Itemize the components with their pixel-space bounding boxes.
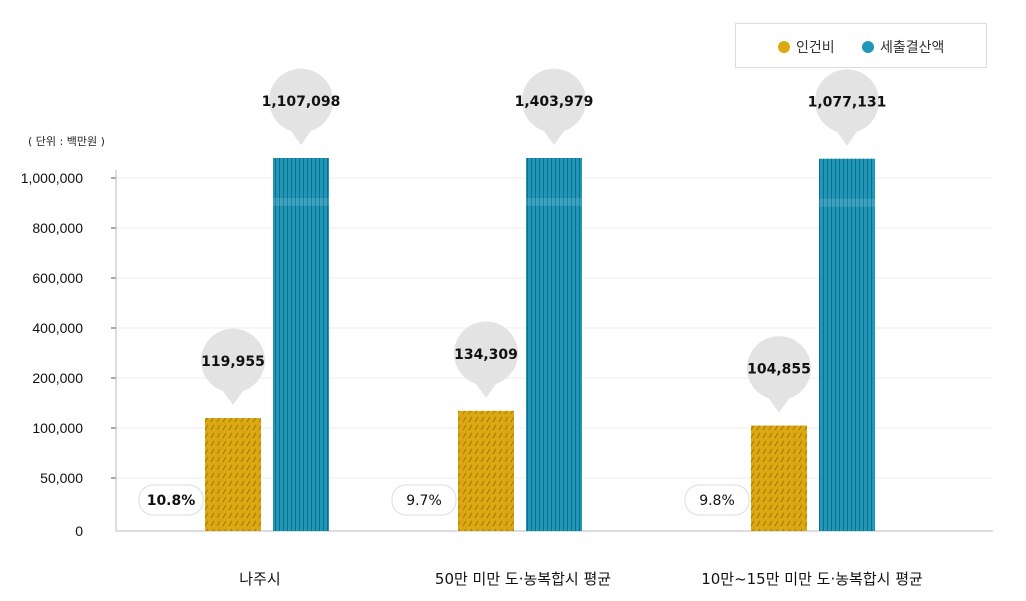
bar-sheen: [526, 198, 582, 206]
ratio-label: 10.8%: [147, 493, 196, 509]
value-callout: [815, 69, 879, 146]
bar-personnel: [205, 418, 261, 531]
ratio-badge: [138, 484, 204, 516]
y-tick-label: 1,000,000: [21, 170, 83, 186]
y-tick-label: 0: [75, 523, 83, 539]
ratio-badge: [391, 484, 457, 516]
ratio-badge: [684, 484, 750, 516]
y-tick-label: 100,000: [32, 420, 83, 436]
x-category-label: 나주시: [239, 570, 280, 588]
data-label: 1,077,131: [808, 95, 887, 111]
bar-sales: [819, 158, 875, 531]
legend-item-personnel: 인건비: [778, 37, 835, 57]
ratio-label: 9.8%: [699, 493, 735, 509]
bar-sales: [273, 158, 329, 531]
legend: 인건비 세출결산액: [735, 23, 987, 68]
value-callout: [200, 328, 265, 406]
value-callout: [522, 68, 586, 145]
value-callout: [747, 336, 811, 413]
y-tick-label: 50,000: [40, 470, 83, 486]
data-label: 104,855: [747, 362, 811, 378]
legend-swatch-sales: [862, 41, 874, 53]
bar-sales: [526, 158, 582, 531]
bar-sheen: [273, 198, 329, 206]
data-label: 1,403,979: [515, 94, 594, 110]
ratio-label: 9.7%: [406, 493, 442, 509]
legend-swatch-personnel: [778, 41, 790, 53]
data-label: 134,309: [454, 347, 518, 363]
legend-item-sales: 세출결산액: [862, 37, 944, 57]
y-tick-label: 800,000: [32, 220, 83, 236]
bar-sheen: [819, 198, 875, 207]
x-category-label: 50만 미만 도·농복합시 평균: [435, 570, 611, 588]
data-label: 1,107,098: [262, 94, 341, 110]
x-category-label: 10만~15만 미만 도·농복합시 평균: [701, 570, 923, 588]
value-callout: [269, 68, 333, 145]
value-callout: [454, 321, 518, 398]
bar-personnel: [751, 425, 807, 531]
y-tick-label: 400,000: [32, 320, 83, 336]
data-label: 119,955: [201, 354, 265, 370]
y-tick-label: 200,000: [32, 370, 83, 386]
unit-label: ( 단위 : 백만원 ): [28, 135, 105, 148]
bar-personnel: [458, 410, 514, 531]
legend-label-personnel: 인건비: [796, 40, 835, 56]
legend-label-sales: 세출결산액: [880, 40, 945, 56]
y-tick-label: 600,000: [32, 270, 83, 286]
